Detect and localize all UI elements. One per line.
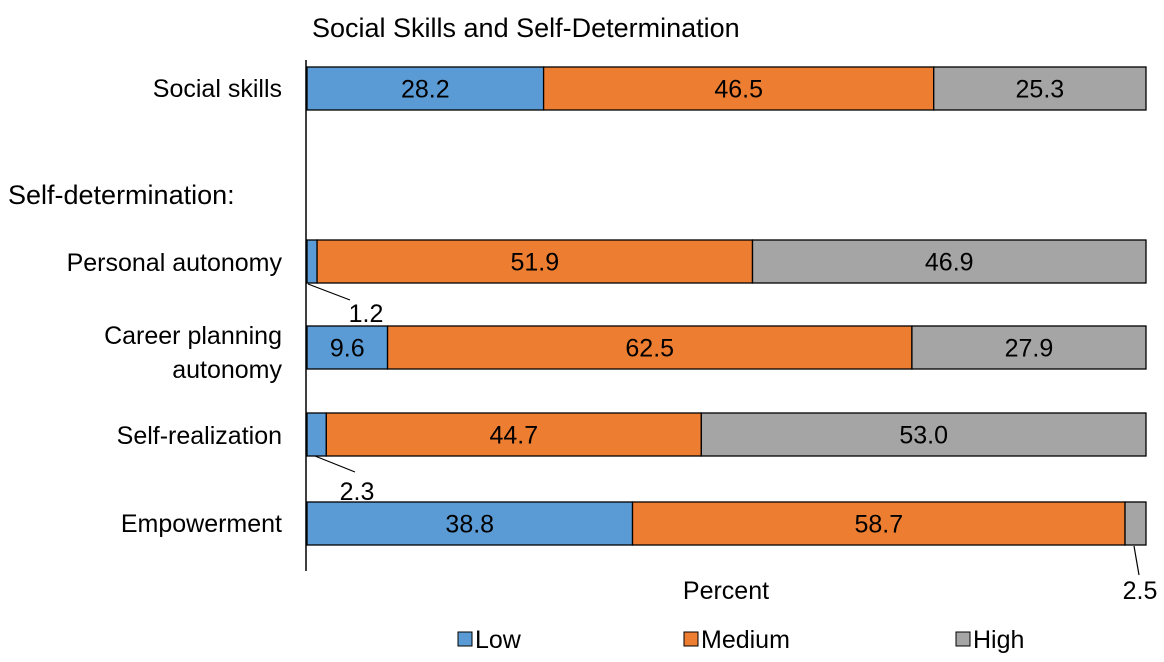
leader-line-personal-autonomy-low	[307, 283, 351, 301]
bar-segment-career-planning-autonomy-high	[911, 325, 1147, 370]
data-label-empowerment-high: 2.5	[1123, 577, 1158, 605]
legend-swatch-low	[457, 631, 473, 647]
data-label-career-planning-autonomy-low: 9.6	[330, 335, 365, 363]
bar-segment-empowerment-medium	[631, 501, 1126, 546]
category-label-self-realization: Self-realization	[117, 422, 282, 450]
bar-segment-empowerment-high	[1124, 501, 1147, 546]
legend-label-medium: Medium	[701, 626, 790, 654]
bar-segment-empowerment-low	[306, 501, 634, 546]
x-axis-label: Percent	[683, 577, 769, 605]
data-label-social-skills-medium: 46.5	[714, 76, 763, 104]
category-label-social-skills: Social skills	[153, 75, 282, 103]
bar-segment-self-realization-high	[700, 412, 1147, 457]
bar-segment-personal-autonomy-high	[751, 239, 1147, 284]
category-label-empowerment: Empowerment	[121, 510, 282, 538]
bar-segment-career-planning-autonomy-low	[306, 325, 389, 370]
leader-line-empowerment-high	[1133, 545, 1140, 576]
data-label-self-realization-low: 2.3	[340, 478, 375, 506]
legend-label-low: Low	[475, 626, 522, 654]
legend-swatch-medium	[683, 631, 699, 647]
data-label-career-planning-autonomy-medium: 62.5	[625, 335, 674, 363]
bar-segment-self-realization-medium	[325, 412, 702, 457]
bar-segment-social-skills-medium	[542, 66, 935, 111]
leader-line-self-realization-low	[314, 455, 356, 473]
data-label-social-skills-high: 25.3	[1016, 76, 1065, 104]
category-label-career-planning-autonomy-line1: Career planning	[104, 322, 282, 350]
group-label-self-determination: Self-determination:	[8, 180, 235, 210]
data-label-career-planning-autonomy-high: 27.9	[1005, 335, 1054, 363]
bar-segment-self-realization-low	[306, 412, 327, 457]
data-label-personal-autonomy-high: 46.9	[925, 249, 974, 277]
data-label-empowerment-low: 38.8	[445, 511, 494, 539]
bars-layer: Social skills Personal autonomy Career pla…	[67, 66, 1158, 605]
data-label-empowerment-medium: 58.7	[854, 511, 903, 539]
chart-title: Social Skills and Self-Determination	[312, 13, 740, 43]
category-label-career-planning-autonomy-line2: autonomy	[172, 356, 282, 384]
legend-label-high: High	[973, 626, 1024, 654]
category-label-personal-autonomy: Personal autonomy	[67, 249, 283, 277]
bar-segment-personal-autonomy-low	[306, 239, 318, 284]
data-label-self-realization-high: 53.0	[899, 422, 948, 450]
legend-swatch-high	[955, 631, 971, 647]
legend: Low Medium High	[457, 626, 1024, 654]
bar-segment-social-skills-high	[933, 66, 1147, 111]
data-label-personal-autonomy-medium: 51.9	[510, 249, 559, 277]
data-label-social-skills-low: 28.2	[401, 76, 450, 104]
data-label-self-realization-medium: 44.7	[489, 422, 538, 450]
data-label-personal-autonomy-low: 1.2	[349, 300, 384, 328]
